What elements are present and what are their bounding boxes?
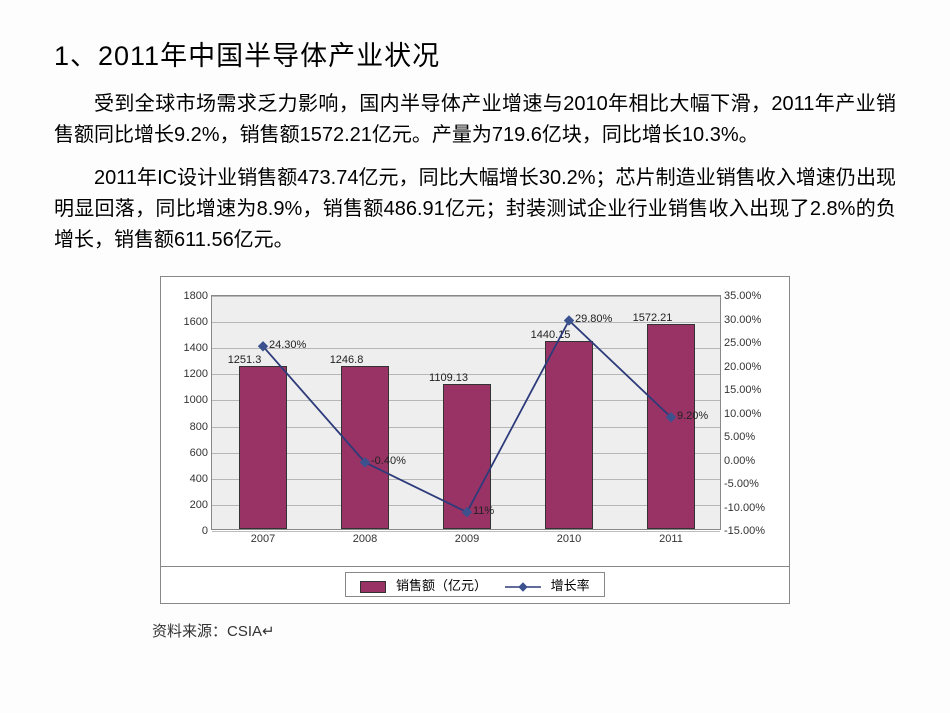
section-heading: 1、2011年中国半导体产业状况 — [54, 34, 896, 73]
chart-box: 0 200 400 600 800 1000 1200 1400 1600 1800 -15.00%… — [160, 276, 790, 604]
y1-tick-label: 200 — [190, 499, 212, 511]
y1-tick-label: 800 — [190, 421, 212, 433]
x-tick-label: 2009 — [455, 529, 479, 545]
legend-line-swatch — [505, 581, 541, 593]
x-tick-label: 2011 — [659, 529, 683, 545]
line-value-label: 24.30% — [269, 339, 306, 351]
line-value-label: 9.20% — [677, 410, 708, 422]
legend-item-bar: 销售额（亿元） — [360, 575, 487, 594]
bar-value-label: 1246.8 — [330, 354, 364, 366]
y2-tick-label: 25.00% — [720, 337, 761, 349]
bar — [239, 366, 288, 529]
y1-tick-label: 400 — [190, 473, 212, 485]
legend-line-label: 增长率 — [551, 578, 590, 593]
bar-value-label: 1440.15 — [531, 329, 571, 341]
x-tick-label: 2007 — [251, 529, 275, 545]
bar — [341, 366, 390, 529]
chart-plot: 0 200 400 600 800 1000 1200 1400 1600 1800 -15.00%… — [165, 287, 781, 562]
y2-tick-label: 30.00% — [720, 314, 761, 326]
y2-tick-label: 15.00% — [720, 384, 761, 396]
line-value-label: 29.80% — [575, 313, 612, 325]
y1-tick-label: 1200 — [184, 368, 212, 380]
y2-tick-label: 10.00% — [720, 408, 761, 420]
chart-legend: 销售额（亿元） 增长率 — [161, 566, 789, 603]
bar-value-label: 1251.3 — [228, 354, 262, 366]
bar — [545, 341, 594, 529]
paragraph-1: 受到全球市场需求乏力影响，国内半导体产业增速与2010年相比大幅下滑，2011年… — [54, 89, 896, 151]
bar — [647, 324, 696, 529]
y1-tick-label: 0 — [202, 525, 212, 537]
y1-tick-label: 1000 — [184, 394, 212, 406]
y2-tick-label: 0.00% — [720, 455, 755, 467]
y1-tick-label: 1600 — [184, 316, 212, 328]
y2-tick-label: -10.00% — [720, 502, 765, 514]
gridline — [212, 296, 720, 297]
chart-plot-outer: 0 200 400 600 800 1000 1200 1400 1600 1800 -15.00%… — [161, 277, 789, 566]
y1-tick-label: 1400 — [184, 342, 212, 354]
line-value-label: -0.40% — [371, 455, 406, 467]
y1-tick-label: 600 — [190, 447, 212, 459]
x-tick-label: 2010 — [557, 529, 581, 545]
chart-container: 0 200 400 600 800 1000 1200 1400 1600 1800 -15.00%… — [54, 276, 896, 604]
bar-value-label: 1109.13 — [429, 372, 468, 384]
y1-tick-label: 1800 — [184, 290, 212, 302]
x-tick-label: 2008 — [353, 529, 377, 545]
y2-tick-label: 20.00% — [720, 361, 761, 373]
document-page: 1、2011年中国半导体产业状况 受到全球市场需求乏力影响，国内半导体产业增速与… — [0, 0, 950, 641]
line-value-label: 11% — [473, 505, 494, 517]
legend-bar-swatch — [360, 581, 386, 593]
legend-bar-label: 销售额（亿元） — [396, 578, 487, 593]
y2-tick-label: -15.00% — [720, 525, 765, 537]
y2-tick-label: -5.00% — [720, 478, 759, 490]
legend-item-line: 增长率 — [505, 575, 590, 594]
chart-plot-area: 020040060080010001200140016001800-15.00%… — [211, 295, 721, 530]
bar-value-label: 1572.21 — [633, 312, 673, 324]
chart-source: 资料来源：CSIA↵ — [152, 620, 896, 641]
source-text: 资料来源：CSIA — [152, 623, 262, 640]
chart-legend-inner: 销售额（亿元） 增长率 — [345, 572, 604, 597]
paragraph-2: 2011年IC设计业销售额473.74亿元，同比大幅增长30.2%；芯片制造业销… — [54, 163, 896, 256]
y2-tick-label: 35.00% — [720, 290, 761, 302]
y2-tick-label: 5.00% — [720, 431, 755, 443]
source-symbol: ↵ — [262, 624, 275, 640]
